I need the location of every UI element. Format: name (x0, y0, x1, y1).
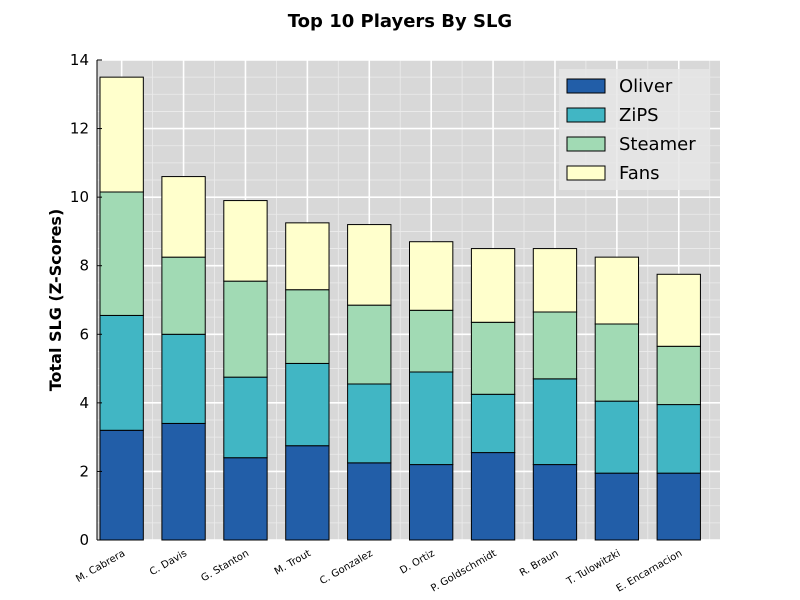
y-tick-label: 0 (79, 531, 89, 549)
y-tick-label: 10 (70, 188, 89, 206)
legend-swatch-oliver (566, 78, 606, 94)
legend: Oliver ZiPS Steamer Fans (559, 69, 710, 190)
legend-swatch-zips (566, 107, 606, 123)
bar-segment-steamer (594, 323, 640, 402)
y-tick-label: 2 (79, 462, 89, 480)
x-tick-label: R. Braun (518, 548, 561, 579)
y-tick-label: 12 (70, 120, 89, 138)
bar-segment-steamer (409, 309, 454, 373)
bar-segment-fans (99, 76, 144, 193)
bar-segment-steamer (532, 311, 578, 380)
bar-segment-oliver (656, 472, 701, 541)
bar-segment-zips (285, 362, 330, 447)
y-axis-label: Total SLG (Z-Scores) (46, 209, 65, 392)
x-tick-label: T. Tulowitzki (564, 548, 622, 588)
legend-label-zips: ZiPS (619, 105, 659, 126)
x-ticks: M. Cabrera C. Davis G. Stanton M. Trout C. G… (74, 548, 684, 595)
bar-segment-steamer (161, 256, 206, 335)
bar-segment-fans (223, 200, 268, 282)
bar-segment-zips (594, 400, 640, 474)
x-tick-label: G. Stanton (199, 548, 251, 584)
bar-segment-fans (470, 248, 516, 323)
x-tick-label: E. Encarnacion (615, 548, 685, 595)
bar-segment-oliver (223, 457, 268, 541)
x-tick-label: D. Ortiz (398, 548, 436, 577)
bar-segment-zips (532, 378, 578, 466)
bar-segment-steamer (285, 289, 330, 364)
legend-label-oliver: Oliver (619, 76, 673, 97)
bar-segment-oliver (285, 445, 330, 541)
y-tick-label: 4 (79, 394, 89, 412)
bar-segment-zips (470, 393, 516, 454)
bar-segment-fans (594, 256, 640, 325)
bar-segment-oliver (161, 422, 206, 541)
bar-segment-oliver (99, 429, 144, 541)
bar-segment-zips (656, 404, 701, 474)
bar-segment-oliver (532, 464, 578, 541)
bar-segment-steamer (99, 191, 144, 316)
bar-segment-zips (161, 333, 206, 424)
legend-label-steamer: Steamer (619, 134, 696, 155)
y-tick-label: 14 (70, 51, 89, 69)
bar-segment-oliver (409, 464, 454, 541)
x-tick-label: M. Cabrera (74, 548, 127, 585)
bar-segment-oliver (470, 452, 516, 541)
bar-segment-oliver (347, 462, 392, 541)
bar-segment-oliver (594, 472, 640, 541)
y-tick-label: 6 (79, 325, 89, 343)
x-tick-label: P. Goldschmidt (429, 548, 498, 594)
bar-segment-steamer (656, 345, 701, 406)
bar-segment-steamer (223, 280, 268, 378)
legend-swatch-steamer (566, 136, 606, 152)
x-tick-label: C. Gonzalez (318, 548, 375, 587)
legend-swatch-fans (566, 165, 606, 181)
bar-segment-steamer (470, 321, 516, 395)
bar-segment-zips (347, 383, 392, 464)
y-ticks: 0 2 4 6 8 10 12 14 (70, 51, 102, 549)
chart-title: Top 10 Players By SLG (288, 11, 512, 32)
bar-segment-zips (409, 371, 454, 466)
bars (99, 76, 701, 541)
x-tick-label: C. Davis (148, 548, 189, 578)
bar-segment-steamer (347, 304, 392, 385)
bar-segment-fans (285, 222, 330, 291)
legend-label-fans: Fans (619, 163, 660, 184)
bar-segment-fans (656, 273, 701, 347)
bar-segment-fans (532, 248, 578, 313)
y-tick-label: 8 (79, 257, 89, 275)
bar-segment-zips (99, 314, 144, 431)
x-tick-label: M. Trout (273, 548, 313, 578)
bar-segment-fans (161, 176, 206, 258)
bar-segment-fans (409, 241, 454, 311)
bar-segment-zips (223, 376, 268, 459)
bar-segment-fans (347, 224, 392, 306)
